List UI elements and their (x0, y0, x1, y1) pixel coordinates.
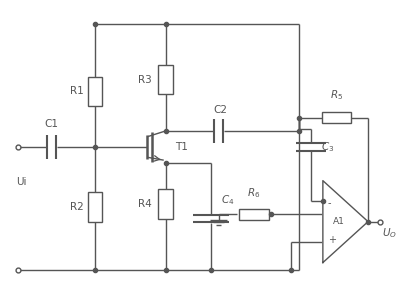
Text: Ui: Ui (16, 177, 27, 187)
Text: +: + (328, 235, 336, 245)
Text: -: - (328, 198, 331, 208)
Text: C1: C1 (45, 119, 59, 129)
Bar (322, 112, 351, 123)
Bar (158, 189, 173, 219)
Text: $U_O$: $U_O$ (382, 226, 397, 240)
Polygon shape (323, 181, 368, 263)
Bar (158, 65, 173, 94)
Text: A1: A1 (333, 217, 344, 226)
Text: $R_5$: $R_5$ (330, 88, 343, 102)
Text: $C_4$: $C_4$ (221, 193, 234, 207)
Text: R3: R3 (138, 75, 152, 85)
Bar (88, 192, 102, 222)
Text: C2: C2 (214, 105, 228, 115)
Text: T1: T1 (176, 142, 188, 152)
Text: R4: R4 (138, 199, 152, 209)
Bar (239, 209, 269, 220)
Text: R1: R1 (70, 86, 84, 96)
Text: $R_6$: $R_6$ (248, 186, 261, 200)
Bar (88, 77, 102, 106)
Text: $C_3$: $C_3$ (321, 140, 334, 154)
Text: R2: R2 (70, 202, 84, 212)
